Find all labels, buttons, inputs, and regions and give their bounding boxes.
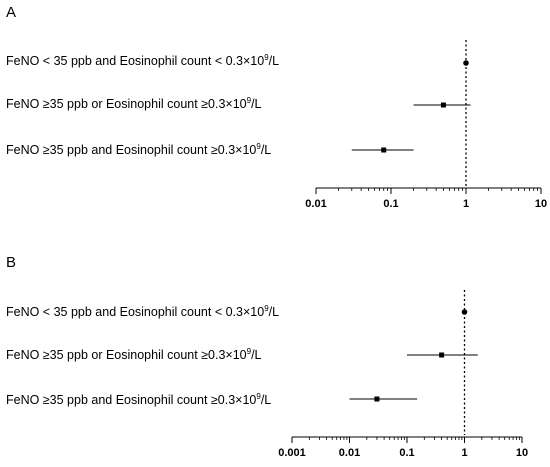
panel-b-row-2-label: FeNO ≥35 ppb or Eosinophil count ≥0.3×10… bbox=[6, 347, 262, 363]
panel-a-row-2-label: FeNO ≥35 ppb or Eosinophil count ≥0.3×10… bbox=[6, 96, 262, 112]
panel-a-tick-label: 1 bbox=[463, 198, 469, 210]
panel-b-row-3-label: FeNO ≥35 ppb and Eosinophil count ≥0.3×1… bbox=[6, 392, 272, 408]
panel-a-tick-label: 0.1 bbox=[383, 198, 398, 210]
panel-b-row-3-estimate bbox=[374, 396, 380, 402]
panel-b-row-2-estimate bbox=[439, 352, 445, 358]
panel-a-row-3-label: FeNO ≥35 ppb and Eosinophil count ≥0.3×1… bbox=[6, 142, 272, 158]
panel-b-row-1-estimate bbox=[461, 309, 468, 315]
panel-b-tick-label: 10 bbox=[516, 447, 528, 459]
panel-a-row-1-estimate bbox=[463, 60, 469, 66]
panel-a-row-3-estimate bbox=[381, 147, 387, 153]
panel-b-tick-label: 0.001 bbox=[278, 447, 306, 459]
panel-b-tick-label: 0.1 bbox=[399, 447, 414, 459]
panel-a-tick-label: 10 bbox=[535, 198, 547, 210]
panel-a-letter: A bbox=[6, 4, 17, 21]
panel-b-letter: B bbox=[6, 254, 17, 271]
panel-b-tick-label: 1 bbox=[461, 447, 467, 459]
panel-a-tick-label: 0.01 bbox=[305, 198, 326, 210]
panel-a-row-1-label: FeNO < 35 ppb and Eosinophil count < 0.3… bbox=[6, 53, 280, 69]
panel-b-tick-label: 0.01 bbox=[339, 447, 360, 459]
panel-a-row-2-estimate bbox=[440, 102, 446, 108]
panel-b-row-1-label: FeNO < 35 ppb and Eosinophil count < 0.3… bbox=[6, 304, 280, 320]
